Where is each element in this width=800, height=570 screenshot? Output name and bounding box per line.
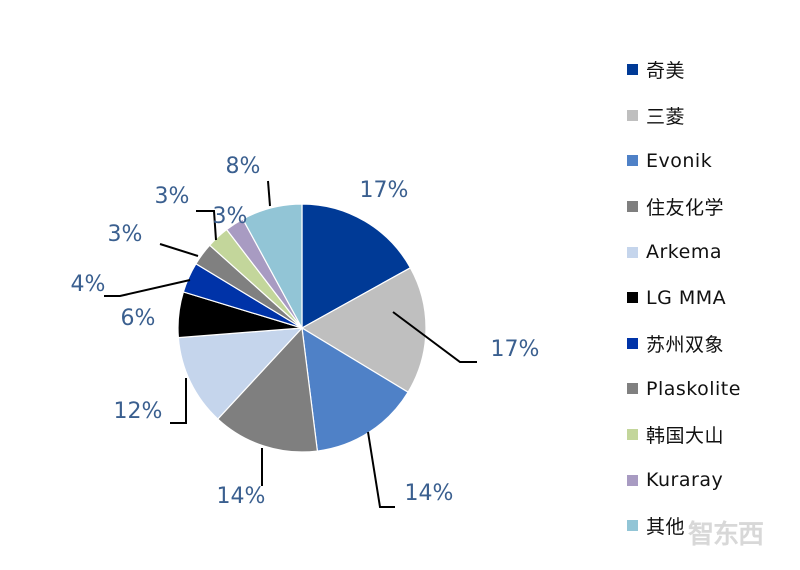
data-label: 6% (121, 306, 156, 331)
legend-label: LG MMA (646, 286, 727, 309)
legend-swatch (627, 383, 638, 395)
data-label: 4% (71, 272, 106, 297)
pie-slice (177, 327, 304, 420)
legend-label: Kuraray (646, 469, 724, 492)
legend-swatch (627, 292, 638, 304)
data-label: 3% (108, 222, 143, 247)
pie-slice (241, 203, 303, 329)
legend-label: 住友化学 (646, 197, 725, 220)
legend-swatch (627, 246, 638, 258)
legend-swatch (627, 474, 638, 486)
legend-item: Evonik (627, 138, 797, 184)
legend-item: Kuraray (627, 457, 797, 503)
legend-label: 三菱 (646, 105, 686, 128)
leader-line (196, 210, 217, 241)
legend-item: 韩国大山 (627, 412, 797, 458)
pie-slice (301, 203, 412, 330)
legend-swatch (627, 155, 638, 167)
legend-swatch (627, 109, 638, 121)
legend-swatch (627, 429, 638, 441)
legend-swatch (627, 337, 638, 349)
legend-swatch (627, 64, 638, 76)
legend-label: 苏州双象 (646, 333, 725, 356)
leader-line (170, 378, 187, 424)
data-label: 14% (217, 484, 266, 509)
pie-slice (216, 326, 319, 453)
legend-label: 韩国大山 (646, 425, 725, 448)
legend-item: 其他 (627, 503, 797, 549)
legend-item: 住友化学 (627, 184, 797, 230)
legend-label: Arkema (646, 241, 722, 264)
legend-label: Plaskolite (646, 377, 741, 400)
data-label: 12% (114, 399, 163, 424)
watermark-logo: 智东西 (688, 520, 764, 550)
leader-line (159, 243, 199, 257)
leader-line (267, 180, 271, 207)
data-label: 14% (405, 481, 454, 506)
legend-label: 其他 (646, 516, 686, 539)
data-label: 3% (213, 204, 248, 229)
leader-line (392, 311, 477, 363)
pie-slice (300, 266, 427, 394)
pie-slice (301, 326, 409, 452)
legend: 奇美 三菱 Evonik 住友化学 Arkema LG MMA 苏州双象 Pla… (627, 47, 797, 549)
legend-item: 苏州双象 (627, 321, 797, 367)
leader-line (367, 431, 395, 508)
legend-label: Evonik (646, 149, 713, 172)
legend-item: Arkema (627, 229, 797, 275)
legend-swatch (627, 520, 638, 532)
leader-line (104, 279, 191, 297)
legend-item: 奇美 (627, 47, 797, 93)
data-label: 17% (360, 178, 409, 203)
legend-item: LG MMA (627, 275, 797, 321)
legend-swatch (627, 201, 638, 213)
data-label: 8% (226, 154, 261, 179)
data-label: 17% (491, 337, 540, 362)
data-label: 3% (155, 184, 190, 209)
legend-item: Plaskolite (627, 366, 797, 412)
legend-label: 奇美 (646, 60, 686, 83)
legend-item: 三菱 (627, 93, 797, 139)
